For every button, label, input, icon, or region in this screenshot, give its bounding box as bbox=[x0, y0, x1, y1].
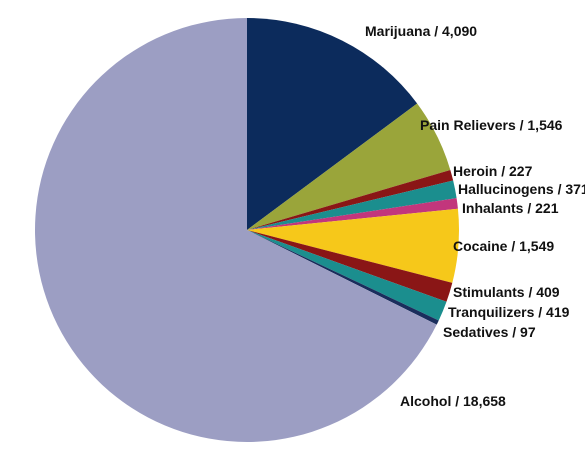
pie-slice bbox=[247, 198, 458, 230]
slice-label: Tranquilizers / 419 bbox=[448, 304, 570, 320]
pie-slice bbox=[247, 230, 439, 325]
pie-slice bbox=[247, 230, 453, 302]
slice-label: Hallucinogens / 371 bbox=[458, 181, 585, 197]
pie-slice bbox=[35, 18, 437, 442]
slice-label: Marijuana / 4,090 bbox=[365, 23, 477, 39]
slice-label: Inhalants / 221 bbox=[462, 200, 559, 216]
pie-slice bbox=[247, 208, 459, 283]
slice-label: Heroin / 227 bbox=[453, 163, 533, 179]
slice-label: Pain Relievers / 1,546 bbox=[420, 117, 563, 133]
slice-label: Stimulants / 409 bbox=[453, 284, 560, 300]
pie-slice bbox=[247, 230, 447, 321]
slice-label: Cocaine / 1,549 bbox=[453, 238, 554, 254]
pie-slice bbox=[247, 169, 454, 230]
pie-slice bbox=[247, 18, 418, 230]
slice-label: Sedatives / 97 bbox=[443, 324, 536, 340]
pie-slice bbox=[247, 180, 457, 230]
pie-slice bbox=[247, 103, 451, 230]
slice-label: Alcohol / 18,658 bbox=[400, 393, 506, 409]
